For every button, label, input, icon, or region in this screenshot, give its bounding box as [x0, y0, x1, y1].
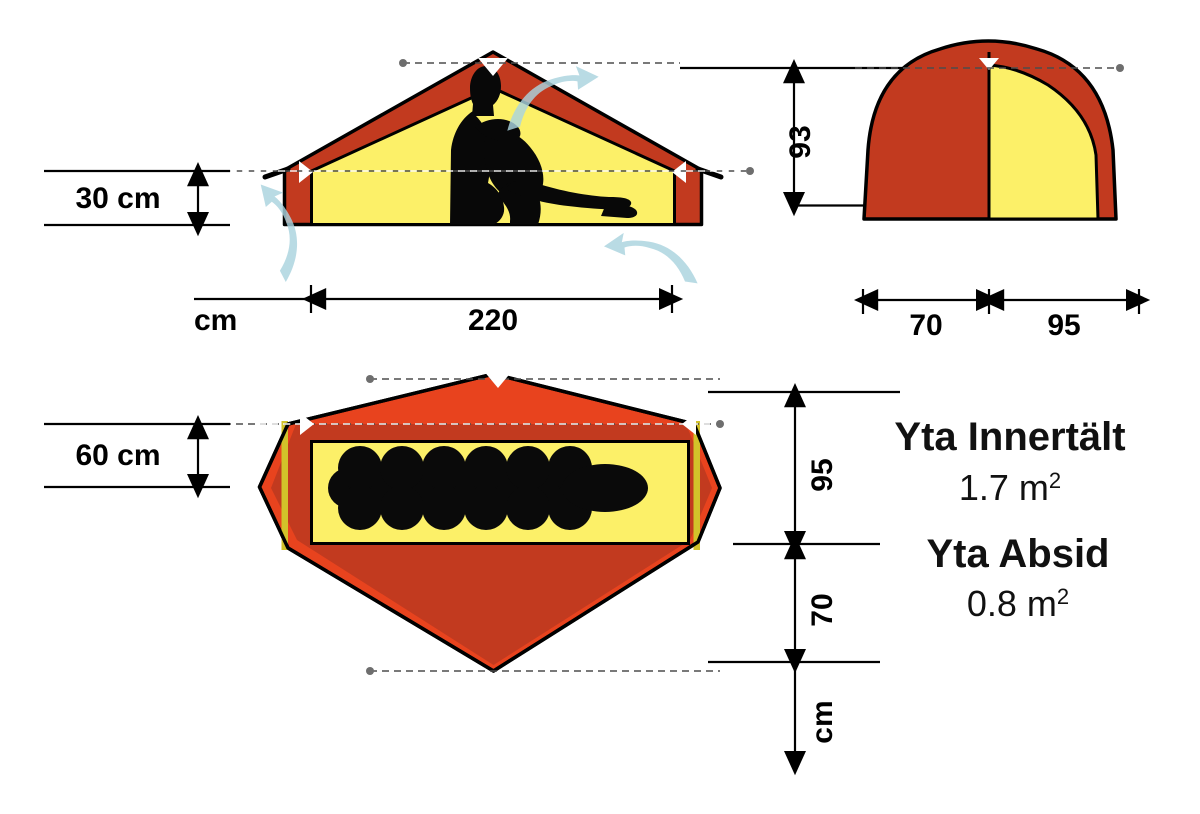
svg-text:0.8 m2: 0.8 m2: [967, 583, 1069, 624]
svg-text:95: 95: [1047, 309, 1080, 342]
svg-text:70: 70: [806, 593, 839, 626]
svg-text:60 cm: 60 cm: [75, 439, 160, 472]
svg-text:220: 220: [468, 304, 518, 337]
svg-text:1.7 m2: 1.7 m2: [959, 467, 1061, 508]
svg-text:70: 70: [909, 309, 942, 342]
svg-text:30 cm: 30 cm: [75, 182, 160, 215]
svg-text:Yta Absid: Yta Absid: [927, 532, 1110, 576]
svg-text:95: 95: [806, 458, 839, 491]
svg-text:cm: cm: [194, 304, 237, 337]
svg-text:93: 93: [784, 125, 817, 158]
svg-text:Yta Innertält: Yta Innertält: [894, 415, 1125, 459]
svg-text:cm: cm: [806, 700, 839, 743]
